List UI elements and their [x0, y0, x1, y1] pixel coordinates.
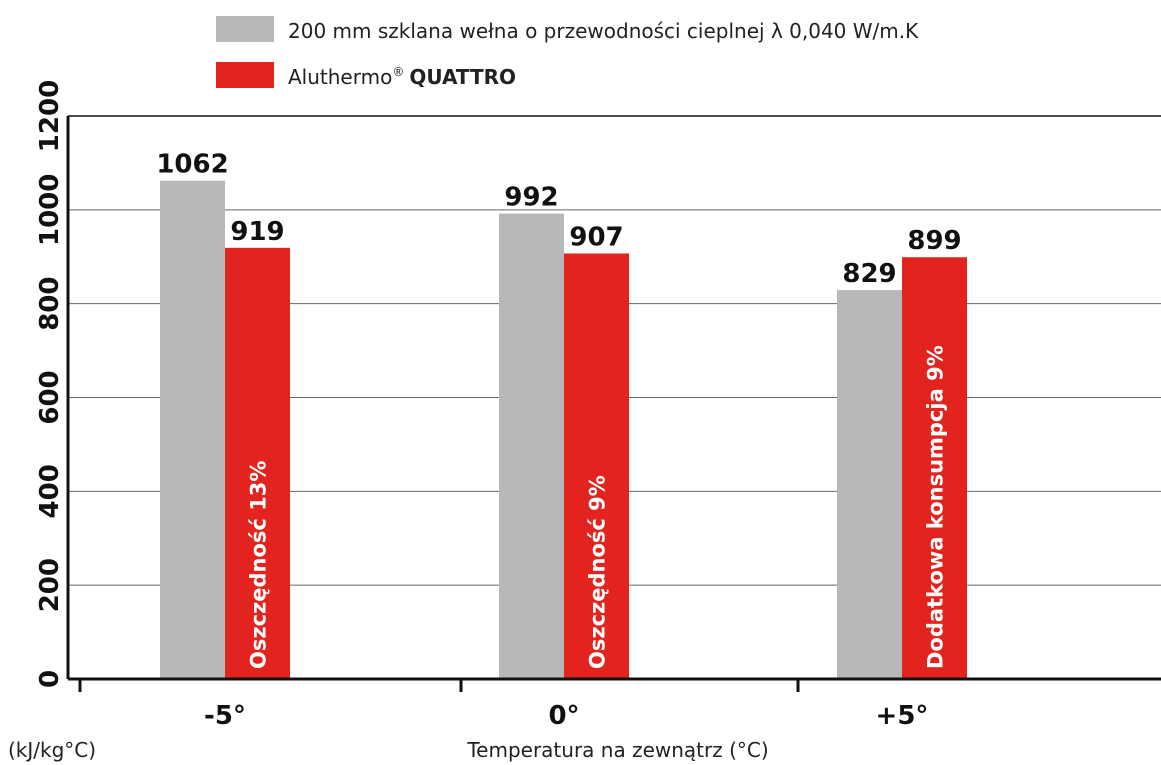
bar-insulation [160, 180, 225, 679]
legend: 200 mm szklana wełna o przewodności ciep… [216, 16, 919, 89]
value-label-aluthermo: 919 [230, 217, 284, 247]
value-label-aluthermo: 907 [569, 222, 623, 252]
legend-label-aluthermo: Aluthermo® QUATTRO [288, 65, 516, 89]
y-tick-label: 0 [35, 670, 65, 688]
y-tick-label: 1000 [35, 174, 65, 246]
y-tick-label: 600 [35, 370, 65, 424]
value-label-insulation: 1062 [156, 150, 228, 180]
x-axis-title: Temperatura na zewnątrz (°C) [466, 738, 768, 762]
y-axis-unit-label: (kJ/kg°C) [8, 738, 96, 762]
x-axis-category-labels: -5° 0° +5° [204, 701, 928, 731]
legend-label-insulation: 200 mm szklana wełna o przewodności ciep… [288, 19, 919, 43]
value-label-insulation: 829 [842, 259, 896, 289]
bar-annotation: Dodatkowa konsumpcja 9% [924, 345, 948, 669]
legend-label-aluthermo-reg: ® [392, 65, 404, 79]
legend-label-aluthermo-prefix: Aluthermo [288, 65, 392, 89]
bar-annotation: Oszczędność 9% [586, 475, 610, 669]
x-category-label: 0° [548, 701, 579, 731]
y-axis-tick-labels: 0 200 400 600 800 1000 1200 [35, 80, 65, 688]
bar-annotation: Oszczędność 13% [247, 461, 271, 669]
y-tick-label: 800 [35, 277, 65, 331]
value-label-aluthermo: 899 [907, 226, 961, 256]
x-category-label: +5° [876, 701, 929, 731]
legend-label-aluthermo-bold: QUATTRO [409, 65, 516, 89]
bar-aluthermo [902, 257, 967, 679]
bars: Oszczędność 13% Oszczędność 9% Dodatkowa k… [160, 180, 967, 680]
y-tick-label: 400 [35, 464, 65, 518]
bar-aluthermo [225, 247, 290, 680]
bar-insulation [499, 213, 564, 679]
bar-insulation [837, 290, 902, 679]
x-category-label: -5° [204, 701, 246, 731]
axes [66, 115, 1161, 692]
legend-swatch-aluthermo [216, 62, 274, 88]
y-tick-label: 1200 [35, 80, 65, 152]
value-labels: 1062 919 992 907 829 899 [156, 150, 961, 289]
legend-swatch-insulation [216, 16, 274, 42]
y-tick-label: 200 [35, 558, 65, 612]
value-label-insulation: 992 [504, 183, 558, 213]
bar-aluthermo [564, 253, 629, 680]
